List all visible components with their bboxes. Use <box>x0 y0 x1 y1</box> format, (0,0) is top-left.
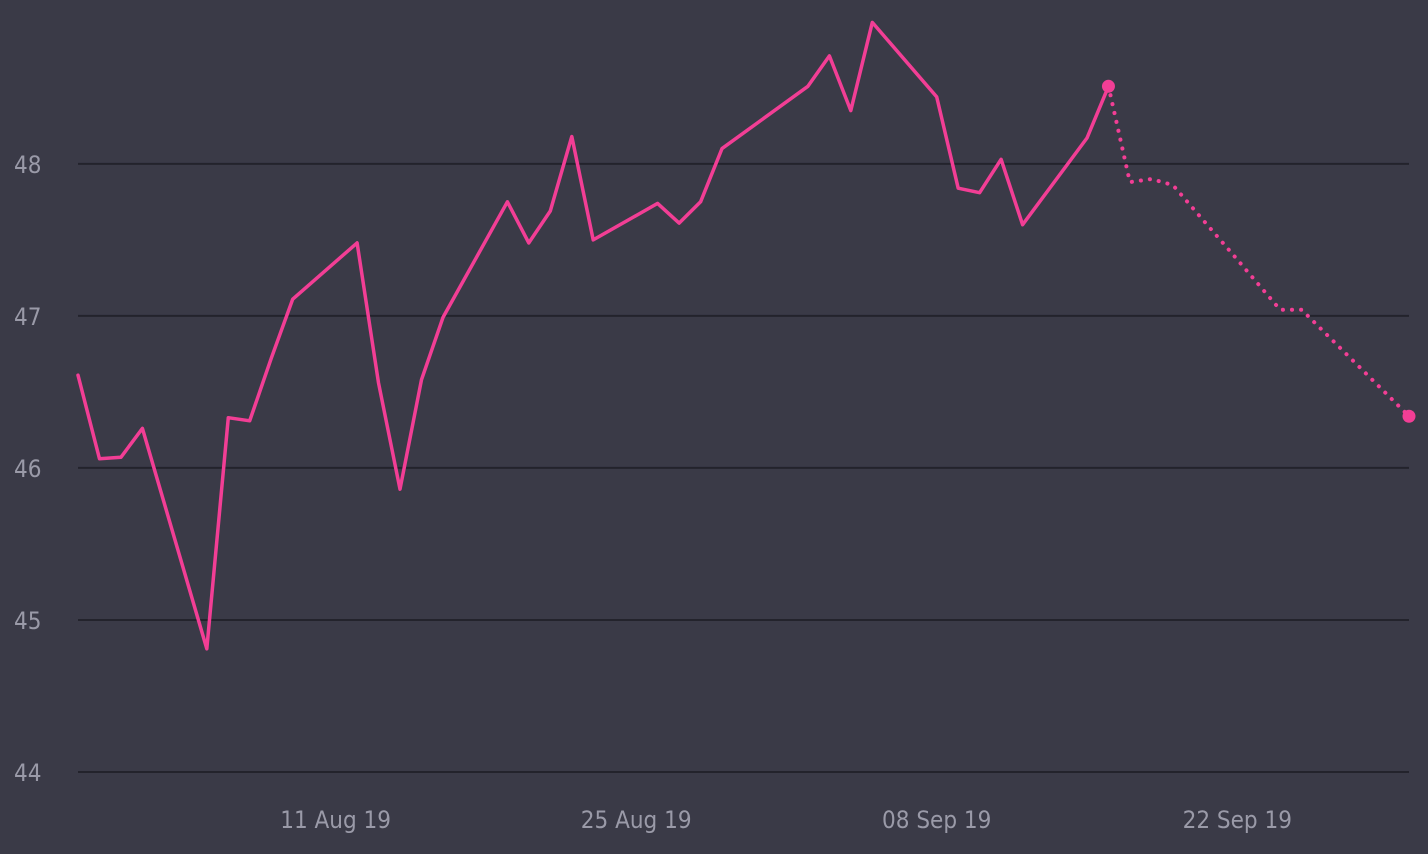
x-tick-label: 11 Aug 19 <box>280 806 391 834</box>
forecast-series-line <box>1106 84 1411 419</box>
x-axis-ticks: 11 Aug 19 25 Aug 19 08 Sep 19 22 Sep 19 <box>280 806 1292 834</box>
y-tick-label: 44 <box>14 759 41 787</box>
x-tick-label: 22 Sep 19 <box>1183 806 1292 834</box>
forecast-end-point <box>1402 409 1416 423</box>
series-lines <box>76 20 1416 651</box>
x-tick-label: 25 Aug 19 <box>581 806 692 834</box>
price-series-line <box>76 20 1111 651</box>
y-axis-ticks: 44 45 46 47 48 <box>14 151 41 787</box>
series-end-point <box>1101 79 1115 93</box>
y-tick-label: 46 <box>14 455 41 483</box>
y-tick-label: 48 <box>14 151 41 179</box>
gridlines <box>78 162 1409 773</box>
y-tick-label: 45 <box>14 607 41 635</box>
x-tick-label: 08 Sep 19 <box>882 806 991 834</box>
y-tick-label: 47 <box>14 303 41 331</box>
